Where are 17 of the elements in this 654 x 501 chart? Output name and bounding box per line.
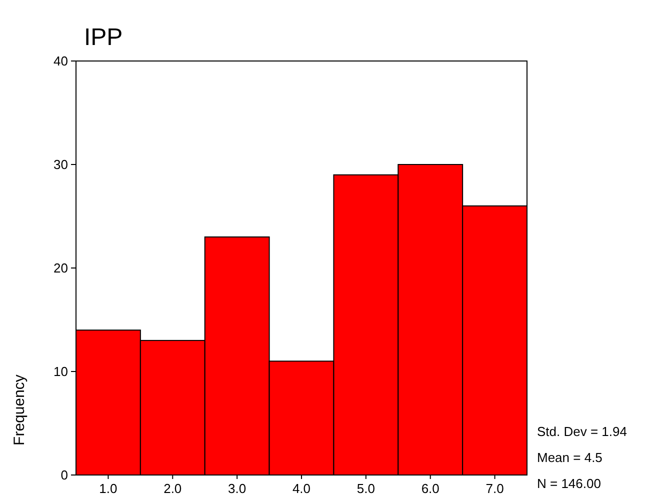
x-tick-label: 6.0 [421,481,440,496]
y-tick-label: 20 [54,260,68,276]
x-tick-label: 5.0 [356,481,375,496]
y-tick-label: 30 [54,157,68,172]
chart-title: IPP [84,24,123,51]
x-tick-label: 1.0 [99,481,118,496]
x-tick-label: 2.0 [164,481,182,496]
x-tick-label: 4.0 [292,481,311,496]
x-tick-label: 7.0 [486,481,504,496]
text: Mean = 4.5 [537,450,602,465]
x-tick-label: 3.0 [228,481,246,496]
y-tick-label: 0 [60,468,68,483]
text: N = 146.00 [537,476,601,491]
y-tick-label: 40 [54,54,68,69]
text: Std. Dev = 1.94 [537,424,627,439]
y-axis-title: Frequency [11,374,28,446]
y-tick-label: 10 [54,364,68,380]
